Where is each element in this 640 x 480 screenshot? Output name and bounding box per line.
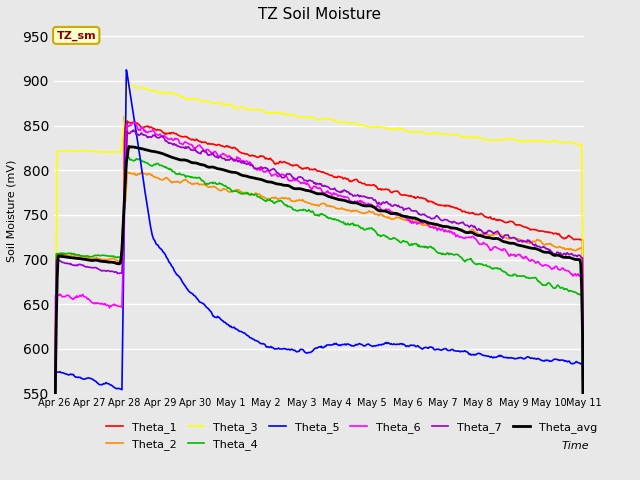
- Theta_3: [580, 420, 588, 425]
- Theta_6: [130, 119, 138, 125]
- Line: Theta_5: Theta_5: [54, 70, 584, 480]
- Theta_4: [145, 161, 152, 167]
- Theta_1: [291, 162, 298, 168]
- Theta_2: [580, 457, 588, 463]
- Title: TZ Soil Moisture: TZ Soil Moisture: [257, 7, 381, 22]
- Y-axis label: Soil Moisture (mV): Soil Moisture (mV): [7, 159, 17, 262]
- Theta_7: [130, 127, 138, 133]
- Theta_6: [451, 230, 458, 236]
- Theta_4: [124, 153, 131, 159]
- Theta_avg: [364, 203, 371, 209]
- Theta_3: [451, 132, 458, 137]
- Theta_avg: [187, 159, 195, 165]
- Theta_5: [187, 290, 195, 296]
- Theta_5: [364, 341, 371, 347]
- Line: Theta_1: Theta_1: [54, 117, 584, 480]
- Theta_6: [187, 142, 195, 147]
- Theta_avg: [405, 215, 413, 220]
- Theta_6: [364, 202, 371, 208]
- Text: TZ_sm: TZ_sm: [56, 30, 96, 40]
- Theta_avg: [145, 147, 152, 153]
- Theta_4: [364, 226, 371, 232]
- Theta_2: [451, 225, 458, 230]
- Theta_4: [451, 252, 458, 258]
- Line: Theta_4: Theta_4: [54, 156, 584, 480]
- Theta_4: [187, 175, 195, 180]
- Theta_3: [291, 113, 298, 119]
- Theta_7: [364, 194, 371, 200]
- Theta_avg: [451, 225, 458, 231]
- Theta_3: [187, 96, 195, 102]
- Theta_2: [291, 199, 298, 204]
- Theta_3: [364, 124, 371, 130]
- Theta_2: [187, 180, 195, 186]
- Theta_7: [187, 147, 195, 153]
- Text: Time: Time: [562, 441, 589, 451]
- Theta_5: [405, 344, 413, 349]
- Theta_1: [451, 205, 458, 211]
- Theta_1: [405, 193, 413, 199]
- Theta_2: [121, 168, 129, 173]
- Theta_5: [122, 67, 130, 73]
- Theta_7: [405, 205, 413, 211]
- Theta_3: [145, 87, 152, 93]
- Theta_2: [405, 217, 413, 223]
- Theta_7: [451, 219, 458, 225]
- Theta_2: [145, 170, 152, 176]
- Theta_7: [580, 465, 588, 470]
- Line: Theta_avg: Theta_avg: [54, 146, 584, 480]
- Theta_7: [291, 176, 298, 181]
- Theta_5: [291, 348, 298, 353]
- Line: Theta_6: Theta_6: [54, 122, 584, 480]
- Theta_4: [291, 207, 298, 213]
- Theta_5: [145, 211, 152, 217]
- Theta_7: [145, 134, 152, 140]
- Theta_1: [145, 123, 152, 129]
- Theta_5: [451, 348, 458, 354]
- Legend: Theta_1, Theta_2, Theta_3, Theta_4, Theta_5, Theta_6, Theta_7, Theta_avg: Theta_1, Theta_2, Theta_3, Theta_4, Thet…: [102, 418, 601, 454]
- Theta_6: [405, 216, 413, 222]
- Line: Theta_7: Theta_7: [54, 130, 584, 480]
- Theta_avg: [291, 186, 298, 192]
- Line: Theta_3: Theta_3: [54, 84, 584, 480]
- Theta_2: [364, 209, 371, 215]
- Theta_1: [187, 137, 195, 143]
- Theta_6: [291, 178, 298, 183]
- Theta_3: [124, 82, 132, 87]
- Theta_4: [405, 242, 413, 248]
- Theta_1: [364, 182, 371, 188]
- Theta_3: [405, 129, 413, 134]
- Theta_1: [121, 114, 129, 120]
- Line: Theta_2: Theta_2: [54, 170, 584, 480]
- Theta_avg: [125, 144, 133, 149]
- Theta_1: [580, 452, 588, 458]
- Theta_6: [145, 129, 152, 135]
